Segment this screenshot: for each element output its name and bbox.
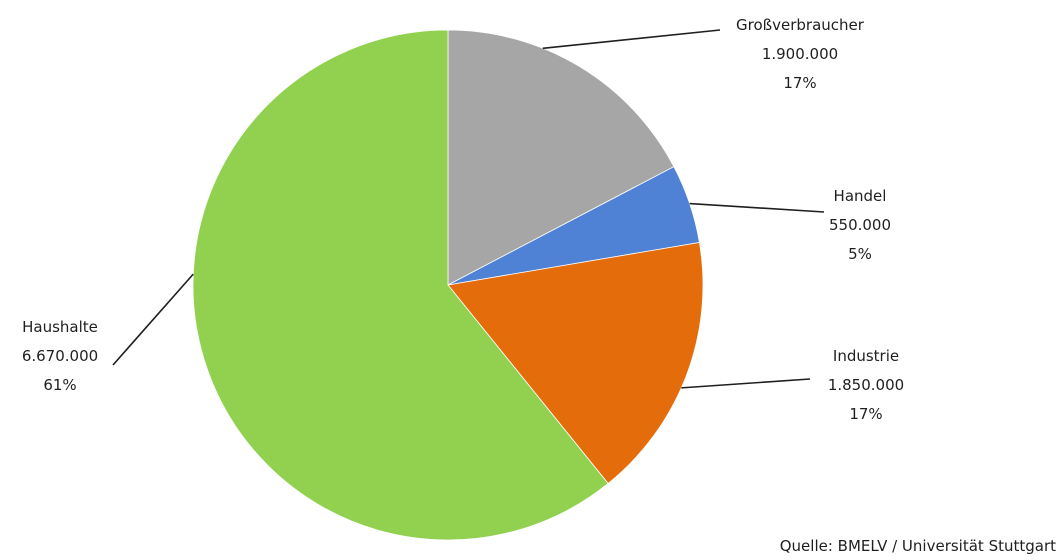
slice-label-value: 550.000 — [829, 216, 891, 234]
leader-line — [689, 202, 825, 213]
slice-label-percent: 5% — [848, 245, 872, 263]
slice-label-name: Haushalte — [22, 318, 98, 336]
slice-label-value: 1.900.000 — [762, 45, 838, 63]
pie-slice-industrie — [447, 242, 704, 485]
pie-slices — [192, 29, 704, 541]
slice-label-percent: 17% — [783, 74, 816, 92]
leader-line — [542, 29, 721, 50]
slice-label-value: 1.850.000 — [828, 376, 904, 394]
leader-line — [681, 378, 811, 389]
leader-line — [112, 273, 194, 366]
slice-label-name: Handel — [834, 187, 887, 205]
source-note: Quelle: BMELV / Universität Stuttgart — [780, 537, 1056, 555]
slice-label-value: 6.670.000 — [22, 347, 98, 365]
slice-label-name: Großverbraucher — [736, 16, 865, 34]
pie-slice-haushalte — [192, 29, 609, 541]
slice-labels: Großverbraucher 1.900.000 17% Handel 550.000… — [22, 16, 904, 423]
slice-label-percent: 61% — [43, 376, 76, 394]
slice-label-percent: 17% — [849, 405, 882, 423]
pie-slice-gro-verbraucher — [447, 29, 675, 286]
slice-label-name: Industrie — [833, 347, 899, 365]
